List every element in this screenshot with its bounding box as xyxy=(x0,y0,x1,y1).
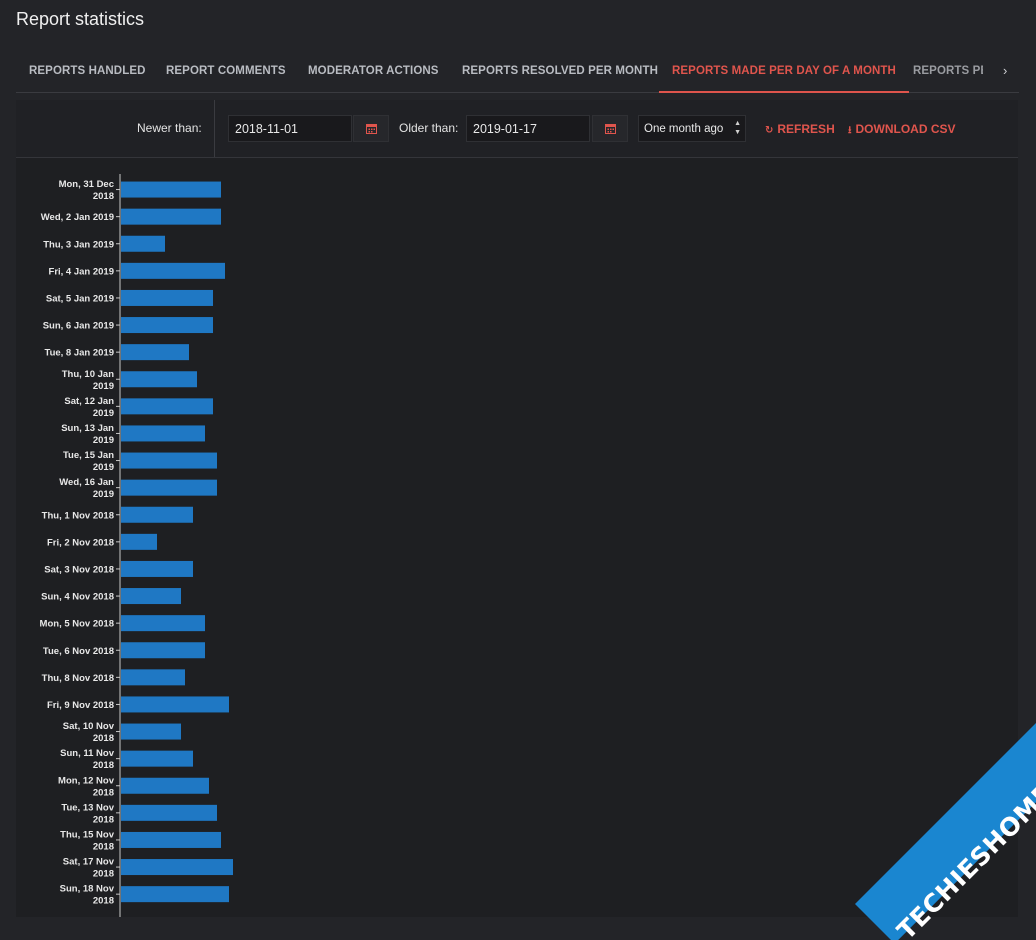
download-icon: ⭳ xyxy=(848,125,852,136)
y-tick-label: Sat, 3 Nov 2018 xyxy=(44,564,114,575)
refresh-button[interactable]: ↻ REFRESH xyxy=(765,122,835,136)
bar[interactable] xyxy=(121,615,205,631)
bar[interactable] xyxy=(121,561,193,577)
older-than-input[interactable]: 2019-01-17 xyxy=(466,115,590,142)
tab-moderator-actions[interactable]: MODERATOR ACTIONS xyxy=(308,50,439,91)
refresh-label: REFRESH xyxy=(777,122,834,136)
bar[interactable] xyxy=(121,317,213,333)
newer-calendar-button[interactable] xyxy=(353,115,389,142)
bar[interactable] xyxy=(121,669,185,685)
bar[interactable] xyxy=(121,453,217,469)
bar[interactable] xyxy=(121,182,221,198)
y-tick-label: Fri, 9 Nov 2018 xyxy=(47,700,114,711)
calendar-icon xyxy=(366,123,377,134)
bar[interactable] xyxy=(121,534,157,550)
y-tick-label: Tue, 6 Nov 2018 xyxy=(43,646,114,657)
older-than-label: Older than: xyxy=(399,121,458,135)
bar[interactable] xyxy=(121,751,193,767)
y-tick-label: Sun, 6 Jan 2019 xyxy=(43,321,114,332)
preset-select-value: One month ago xyxy=(644,123,723,135)
y-tick-label: Thu, 1 Nov 2018 xyxy=(42,510,114,521)
y-tick-label: Tue, 8 Jan 2019 xyxy=(44,348,114,359)
bar[interactable] xyxy=(121,724,181,740)
download-csv-label: DOWNLOAD CSV xyxy=(856,122,956,136)
tab-reports-resolved-per-month[interactable]: REPORTS RESOLVED PER MONTH xyxy=(462,50,658,91)
bar[interactable] xyxy=(121,209,221,225)
bar[interactable] xyxy=(121,642,205,658)
y-tick-label: Sun, 4 Nov 2018 xyxy=(41,592,114,603)
bar[interactable] xyxy=(121,425,205,441)
download-csv-button[interactable]: ⭳ DOWNLOAD CSV xyxy=(848,122,956,140)
y-tick-label: Thu, 8 Nov 2018 xyxy=(42,673,114,684)
calendar-icon xyxy=(605,123,616,134)
bar[interactable] xyxy=(121,236,165,252)
bar[interactable] xyxy=(121,480,217,496)
select-arrows-icon: ▲▼ xyxy=(734,119,741,137)
chevron-right-icon[interactable]: › xyxy=(1003,50,1007,92)
bar[interactable] xyxy=(121,832,221,848)
newer-than-input[interactable]: 2018-11-01 xyxy=(228,115,352,142)
bar[interactable] xyxy=(121,588,181,604)
y-tick-label: Fri, 2 Nov 2018 xyxy=(47,537,114,548)
bar[interactable] xyxy=(121,805,217,821)
bar[interactable] xyxy=(121,696,229,712)
tab-bar: REPORTS HANDLED REPORT COMMENTS MODERATO… xyxy=(16,50,1019,93)
bar[interactable] xyxy=(121,507,193,523)
filter-divider xyxy=(214,100,215,157)
y-tick-label: Sat, 5 Jan 2019 xyxy=(46,293,114,304)
y-tick-label: Fri, 4 Jan 2019 xyxy=(49,266,114,277)
bar[interactable] xyxy=(121,398,213,414)
bar[interactable] xyxy=(121,263,225,279)
bar[interactable] xyxy=(121,371,197,387)
y-tick-label: Wed, 2 Jan 2019 xyxy=(41,212,114,223)
bar[interactable] xyxy=(121,778,209,794)
y-tick-label: Mon, 5 Nov 2018 xyxy=(40,619,114,630)
page-title: Report statistics xyxy=(16,9,144,30)
preset-select[interactable]: One month ago ▲▼ xyxy=(638,115,746,142)
tab-reports-handled[interactable]: REPORTS HANDLED xyxy=(29,50,146,91)
bar[interactable] xyxy=(121,859,233,875)
refresh-icon: ↻ xyxy=(765,125,773,136)
bar[interactable] xyxy=(121,290,213,306)
tab-reports-per-truncated[interactable]: REPORTS PE xyxy=(913,50,983,91)
older-calendar-button[interactable] xyxy=(592,115,628,142)
y-tick-label: Thu, 3 Jan 2019 xyxy=(43,239,114,250)
newer-than-label: Newer than: xyxy=(137,121,202,135)
tab-reports-made-per-day[interactable]: REPORTS MADE PER DAY OF A MONTH xyxy=(659,50,909,93)
bar[interactable] xyxy=(121,886,229,902)
tab-report-comments[interactable]: REPORT COMMENTS xyxy=(166,50,286,91)
filter-bar: Newer than: 2018-11-01 Older than: 2019-… xyxy=(16,100,1018,158)
bar[interactable] xyxy=(121,344,189,360)
